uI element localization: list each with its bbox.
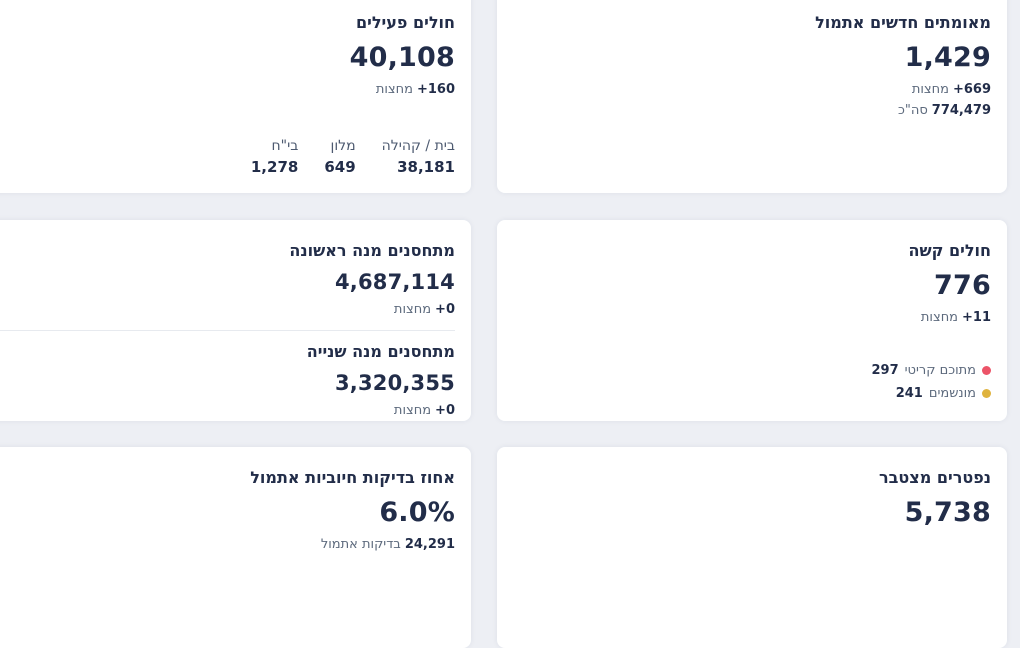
vaccine-second-dose-section: מתחסנים מנה שנייה 3,320,355 +0מחצות: [0, 331, 471, 431]
critical-dot-icon: [982, 366, 991, 375]
breakdown-col-home-community: בית / קהילה 38,181: [382, 138, 455, 176]
since-midnight-stat: +0מחצות: [0, 403, 455, 418]
new-verified-value: 1,429: [904, 42, 991, 73]
legend-value: 241: [895, 386, 923, 401]
stat-label: מחצות: [911, 82, 949, 97]
card-title: מתחסנים מנה שנייה: [306, 342, 455, 361]
since-midnight-stat: +0מחצות: [0, 302, 455, 317]
first-dose-value: 4,687,114: [334, 270, 455, 294]
tests-yesterday-stat: 24,291בדיקות אתמול: [0, 537, 455, 552]
card-title: אחוז בדיקות חיוביות אתמול: [250, 468, 455, 487]
card-title: מתחסנים מנה ראשונה: [289, 241, 455, 260]
card-title: נפטרים מצטבר: [879, 468, 991, 487]
card-vaccinations: מתחסנים מנה ראשונה 4,687,114 +0מחצות מתח…: [0, 220, 471, 421]
since-midnight-stat: +160מחצות: [0, 82, 455, 97]
severe-legend: מתוכם קריטי 297 מונשמים 241: [871, 355, 991, 401]
stat-number: 774,479: [931, 103, 991, 118]
stat-number: +160: [416, 82, 455, 97]
breakdown-label: בית / קהילה: [381, 138, 455, 154]
total-stat: 774,479סה"כ: [513, 103, 991, 118]
breakdown-label: מלון: [330, 138, 356, 154]
breakdown-col-hotel: מלון 649: [324, 138, 355, 176]
legend-label: מונשמים: [928, 386, 976, 401]
card-severe-patients: חולים קשה 776 +11מחצות מתוכם קריטי 297 מ…: [497, 220, 1007, 421]
stat-label: מחצות: [375, 82, 413, 97]
card-new-verified: מאומתים חדשים אתמול 1,429 +669מחצות 774,…: [497, 0, 1007, 193]
breakdown-label: בי"ח: [271, 138, 299, 154]
breakdown-value: 38,181: [397, 158, 455, 176]
card-title: חולים פעילים: [355, 13, 455, 32]
legend-value: 297: [871, 363, 899, 378]
stat-number: +11: [962, 310, 991, 325]
active-breakdown: בית / קהילה 38,181 מלון 649 בי"ח 1,278: [251, 138, 455, 176]
stat-number: +0: [435, 403, 455, 418]
active-patients-value: 40,108: [349, 42, 455, 73]
breakdown-value: 1,278: [250, 158, 299, 176]
stat-number: 24,291: [404, 537, 455, 552]
section-divider: [0, 330, 455, 331]
card-title: מאומתים חדשים אתמול: [815, 13, 991, 32]
legend-row-critical: מתוכם קריטי 297: [871, 363, 991, 378]
card-positive-test-percent: אחוז בדיקות חיוביות אתמול 6.0% 24,291בדי…: [0, 447, 471, 648]
legend-row-ventilated: מונשמים 241: [872, 386, 991, 401]
card-title: חולים קשה: [908, 241, 992, 260]
legend-label: מתוכם קריטי: [904, 363, 976, 378]
since-midnight-stat: +11מחצות: [513, 310, 991, 325]
positive-percent-value: 6.0%: [379, 497, 455, 528]
stat-label: מחצות: [393, 302, 432, 317]
stat-number: +669: [952, 82, 991, 97]
stat-label: מחצות: [393, 403, 432, 418]
breakdown-col-hospital: בי"ח 1,278: [251, 138, 298, 176]
severe-patients-value: 776: [934, 270, 991, 301]
card-active-patients: חולים פעילים 40,108 +160מחצות בית / קהיל…: [0, 0, 471, 193]
since-midnight-stat: +669מחצות: [513, 82, 991, 97]
stat-label: סה"כ: [897, 103, 928, 118]
vaccine-first-dose-section: מתחסנים מנה ראשונה 4,687,114 +0מחצות: [0, 220, 471, 330]
stat-label: בדיקות אתמול: [320, 537, 401, 552]
breakdown-value: 649: [324, 158, 356, 176]
second-dose-value: 3,320,355: [334, 371, 455, 395]
stat-label: מחצות: [920, 310, 959, 325]
ventilated-dot-icon: [982, 389, 991, 398]
deaths-value: 5,738: [904, 497, 991, 528]
card-cumulative-deaths: נפטרים מצטבר 5,738: [497, 447, 1007, 648]
stat-number: +0: [435, 302, 455, 317]
